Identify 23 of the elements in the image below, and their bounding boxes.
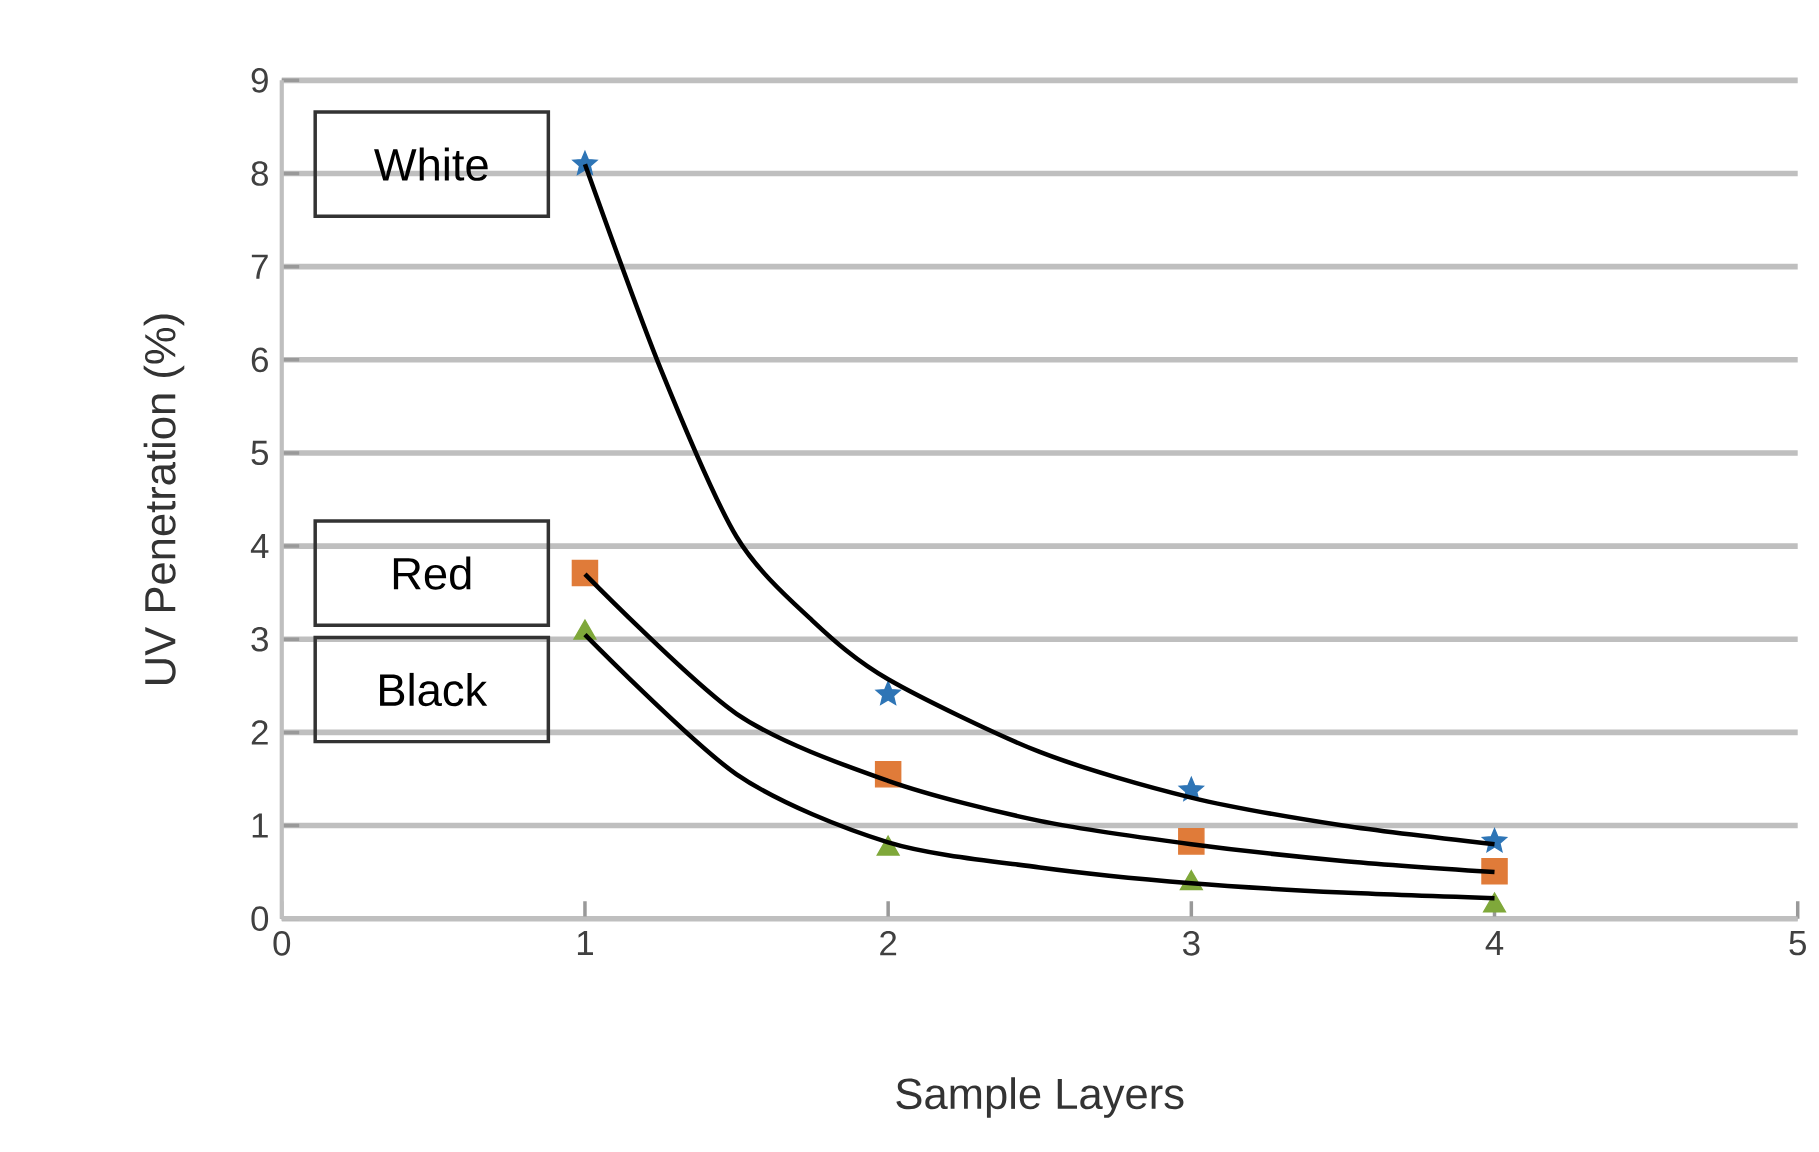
y-tick-label: 9 [251,68,268,93]
y-tick-label: 8 [251,161,268,186]
y-tick-label: 0 [251,906,269,932]
x-tick-label: 3 [1182,931,1200,956]
y-tick-label: 7 [251,254,268,279]
x-tick-label: 4 [1485,931,1504,956]
x-tick-label: 1 [577,931,593,956]
x-axis-title: Sample Layers [896,1077,1184,1118]
y-tick-label: 5 [251,440,268,466]
y-tick-label: 2 [251,720,268,745]
y-tick-label: 3 [251,626,268,652]
y-tick-label: 1 [252,813,268,838]
point [875,681,901,706]
x-tick-label: 0 [273,931,291,956]
text: Red [393,556,471,590]
y-tick-label: 4 [250,534,269,559]
y-axis-title: UV Penetration (%) [143,314,185,684]
y-tick-label: 6 [251,347,268,373]
x-tick-label: 2 [880,931,897,956]
series-label: White [374,147,488,181]
point [1481,858,1508,885]
x-tick-label: 5 [1789,931,1806,956]
text: Black [380,672,488,707]
